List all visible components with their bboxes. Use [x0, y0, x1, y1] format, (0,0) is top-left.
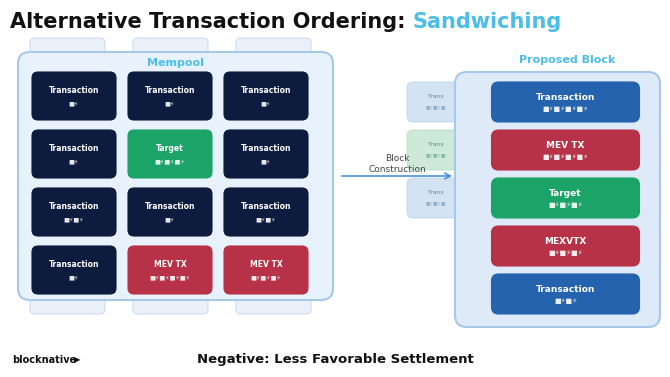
Text: ■⚡■⚡■⚡: ■⚡■⚡■⚡: [548, 250, 583, 256]
FancyBboxPatch shape: [224, 246, 308, 294]
Text: Transaction: Transaction: [536, 285, 595, 294]
FancyBboxPatch shape: [224, 130, 308, 178]
Text: ■⚡■⚡■: ■⚡■⚡■: [425, 153, 446, 158]
Text: Transaction: Transaction: [145, 202, 195, 211]
FancyBboxPatch shape: [30, 292, 105, 314]
FancyBboxPatch shape: [128, 72, 212, 120]
Text: Trans: Trans: [427, 93, 444, 98]
Text: ■⚡: ■⚡: [261, 102, 271, 107]
Text: ■⚡: ■⚡: [165, 102, 175, 107]
Text: MEV TX: MEV TX: [250, 260, 282, 269]
FancyBboxPatch shape: [492, 178, 639, 218]
FancyBboxPatch shape: [224, 188, 308, 236]
Text: ■⚡: ■⚡: [165, 218, 175, 223]
FancyBboxPatch shape: [407, 82, 465, 122]
Text: Mempool: Mempool: [147, 58, 204, 68]
Text: ▶: ▶: [74, 356, 80, 365]
Text: ■⚡■⚡■⚡■⚡: ■⚡■⚡■⚡■⚡: [543, 154, 588, 160]
Text: Alternative Transaction Ordering:: Alternative Transaction Ordering:: [10, 12, 413, 32]
Text: ■⚡■⚡■: ■⚡■⚡■: [425, 106, 446, 110]
Text: Block
Construction: Block Construction: [368, 154, 426, 174]
Text: Target: Target: [549, 189, 582, 198]
FancyBboxPatch shape: [32, 188, 116, 236]
Text: Proposed Block: Proposed Block: [519, 55, 616, 65]
Text: ■⚡: ■⚡: [69, 276, 79, 281]
FancyBboxPatch shape: [236, 292, 311, 314]
FancyBboxPatch shape: [407, 178, 465, 218]
Text: Transaction: Transaction: [241, 144, 291, 153]
Text: Transaction: Transaction: [241, 202, 291, 211]
Text: ■⚡■⚡■⚡■⚡: ■⚡■⚡■⚡■⚡: [543, 106, 588, 112]
Text: Transaction: Transaction: [145, 86, 195, 95]
Text: ■⚡: ■⚡: [69, 102, 79, 107]
Text: MEV TX: MEV TX: [546, 141, 585, 150]
Text: ■⚡■⚡■⚡: ■⚡■⚡■⚡: [251, 276, 281, 281]
FancyBboxPatch shape: [133, 38, 208, 64]
FancyBboxPatch shape: [32, 130, 116, 178]
Text: Negative: Less Favorable Settlement: Negative: Less Favorable Settlement: [196, 354, 474, 366]
Text: Trans: Trans: [427, 141, 444, 147]
FancyBboxPatch shape: [128, 188, 212, 236]
FancyBboxPatch shape: [32, 72, 116, 120]
Text: Trans: Trans: [427, 190, 444, 195]
Text: Transaction: Transaction: [536, 93, 595, 102]
Text: ■⚡■⚡■⚡■⚡: ■⚡■⚡■⚡■⚡: [149, 276, 190, 281]
FancyBboxPatch shape: [236, 38, 311, 64]
Text: ■⚡■⚡■: ■⚡■⚡■: [425, 201, 446, 207]
Text: Transaction: Transaction: [49, 86, 99, 95]
FancyBboxPatch shape: [224, 72, 308, 120]
Text: Transaction: Transaction: [241, 86, 291, 95]
Text: ■⚡: ■⚡: [261, 160, 271, 165]
Text: ■⚡■⚡: ■⚡■⚡: [256, 218, 276, 223]
Text: ■⚡■⚡■⚡: ■⚡■⚡■⚡: [155, 160, 186, 165]
FancyBboxPatch shape: [128, 246, 212, 294]
Text: Transaction: Transaction: [49, 260, 99, 269]
FancyBboxPatch shape: [492, 226, 639, 266]
Text: Sandwiching: Sandwiching: [413, 12, 562, 32]
Text: Transaction: Transaction: [49, 202, 99, 211]
Text: ■⚡■⚡: ■⚡■⚡: [554, 298, 577, 304]
Text: ■⚡■⚡: ■⚡■⚡: [64, 218, 84, 223]
Text: blocknative: blocknative: [12, 355, 76, 365]
FancyBboxPatch shape: [492, 82, 639, 122]
FancyBboxPatch shape: [455, 72, 660, 327]
Text: MEXVTX: MEXVTX: [544, 237, 587, 246]
Text: Target: Target: [156, 144, 184, 153]
FancyBboxPatch shape: [133, 292, 208, 314]
FancyBboxPatch shape: [32, 246, 116, 294]
FancyBboxPatch shape: [18, 52, 333, 300]
FancyBboxPatch shape: [492, 274, 639, 314]
FancyBboxPatch shape: [30, 38, 105, 64]
FancyBboxPatch shape: [128, 130, 212, 178]
FancyBboxPatch shape: [492, 130, 639, 170]
Text: MEV TX: MEV TX: [153, 260, 186, 269]
Text: ■⚡■⚡■⚡: ■⚡■⚡■⚡: [548, 202, 583, 208]
FancyBboxPatch shape: [407, 130, 465, 170]
Text: ■⚡: ■⚡: [69, 160, 79, 165]
Text: Transaction: Transaction: [49, 144, 99, 153]
